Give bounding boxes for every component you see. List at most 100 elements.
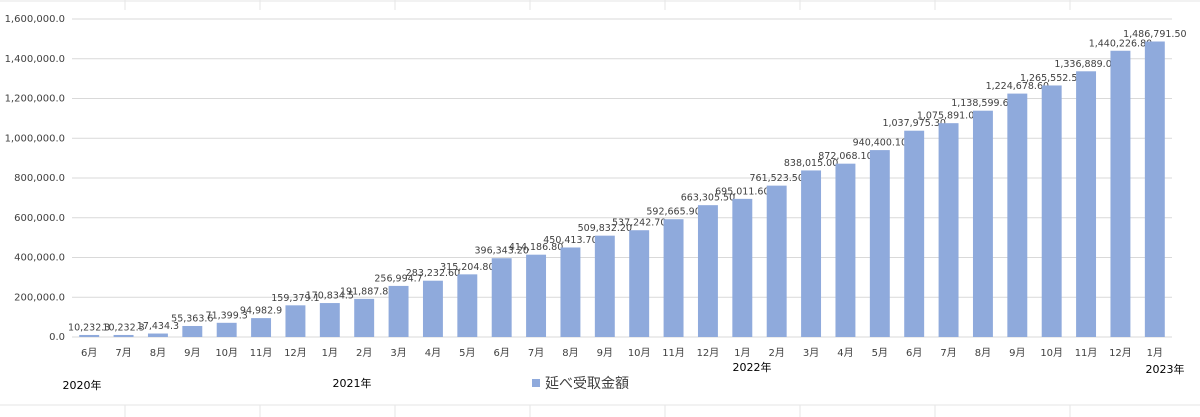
y-tick-label: 200,000.0 [14,292,65,303]
bar [388,285,409,337]
bar [732,198,753,337]
value-label: 663,305.50 [681,193,735,204]
x-tick-label: 8月 [975,347,991,359]
value-label: 872,068.10 [818,151,872,162]
x-tick-label: 12月 [697,347,720,359]
x-tick-label: 6月 [494,347,510,359]
year-label: 2020年 [63,378,102,392]
value-label: 10,232.3 [102,322,144,333]
y-tick-label: 800,000.0 [14,173,65,184]
value-label: 55,363.6 [171,313,213,324]
x-tick-label: 5月 [459,347,475,359]
bar [422,280,443,337]
x-tick-label: 9月 [597,347,613,359]
legend-label: 延べ受取金額 [545,376,629,392]
y-tick-label: 1,400,000.0 [5,54,65,65]
bar [285,305,306,337]
bar [147,333,168,337]
bar [972,110,993,337]
x-tick-label: 9月 [184,347,200,359]
legend-swatch [532,379,540,387]
bar [560,247,581,337]
bar [182,325,203,337]
x-tick-label: 2月 [356,347,372,359]
value-label: 838,015.00 [784,158,838,169]
x-tick-label: 1月 [1147,347,1163,359]
bar [354,298,375,337]
bar [1007,93,1028,338]
y-tick-label: 1,600,000.0 [5,14,65,25]
value-label: 1,037,975.30 [882,118,945,129]
x-tick-label: 12月 [284,347,307,359]
x-tick-label: 6月 [81,347,97,359]
bar [663,219,684,337]
bar [526,254,547,337]
y-tick-label: 0.0 [49,332,65,343]
x-tick-label: 5月 [872,347,888,359]
value-label: 17,434.3 [137,321,179,332]
value-label: 1,440,226.80 [1089,38,1152,49]
x-tick-label: 11月 [1075,347,1098,359]
value-label: 315,204.80 [440,262,494,273]
bar [629,230,650,337]
value-label: 592,665.90 [646,207,700,218]
y-tick-label: 1,200,000.0 [5,94,65,105]
value-label: 396,343.20 [474,246,528,257]
bar [113,334,134,337]
value-label: 1,265,552.50 [1020,73,1083,84]
value-label: 71,399.3 [206,310,248,321]
value-label: 537,242.70 [612,218,666,229]
value-label: 1,486,791.50 [1123,29,1186,40]
value-label: 450,413.70 [543,235,597,246]
value-label: 414,186.80 [509,242,563,253]
value-label: 1,075,891.00 [917,111,980,122]
x-tick-label: 7月 [940,347,956,359]
value-label: 256,994.7 [374,273,422,284]
value-label: 94,982.9 [240,306,282,317]
bar [457,274,478,337]
x-tick-label: 4月 [837,347,853,359]
x-tick-label: 11月 [250,347,273,359]
bar [938,123,959,338]
x-tick-label: 4月 [425,347,441,359]
bar [904,130,925,337]
bar [1110,50,1131,338]
x-tick-label: 7月 [528,347,544,359]
bar [801,170,822,337]
x-tick-label: 7月 [115,347,131,359]
x-tick-label: 11月 [662,347,685,359]
x-tick-label: 2月 [769,347,785,359]
x-tick-label: 1月 [322,347,338,359]
bar [319,303,340,337]
x-tick-label: 12月 [1109,347,1132,359]
x-tick-label: 10月 [1040,347,1063,359]
value-label: 761,523.50 [749,173,803,184]
bar [594,235,615,337]
value-label: 170,834.5 [306,291,354,302]
value-label: 10,232.3 [68,322,110,333]
value-label: 509,832.20 [578,223,632,234]
x-tick-label: 8月 [150,347,166,359]
value-label: 1,224,678.60 [986,81,1049,92]
x-tick-label: 3月 [390,347,406,359]
x-tick-label: 10月 [215,347,238,359]
value-label: 940,400.10 [853,138,907,149]
y-tick-label: 1,000,000.0 [5,133,65,144]
y-tick-label: 400,000.0 [14,253,65,264]
bar [1076,71,1097,338]
y-tick-label: 600,000.0 [14,213,65,224]
bar [835,163,856,337]
year-label: 2023年 [1146,362,1185,376]
x-tick-label: 6月 [906,347,922,359]
value-label: 1,336,889.00 [1054,59,1117,70]
bar [1041,85,1062,338]
x-tick-label: 9月 [1009,347,1025,359]
bar [251,318,272,337]
year-label: 2021年 [333,376,372,390]
value-label: 283,232.60 [406,268,460,279]
x-tick-label: 10月 [628,347,651,359]
x-tick-label: 3月 [803,347,819,359]
bar [491,258,512,337]
